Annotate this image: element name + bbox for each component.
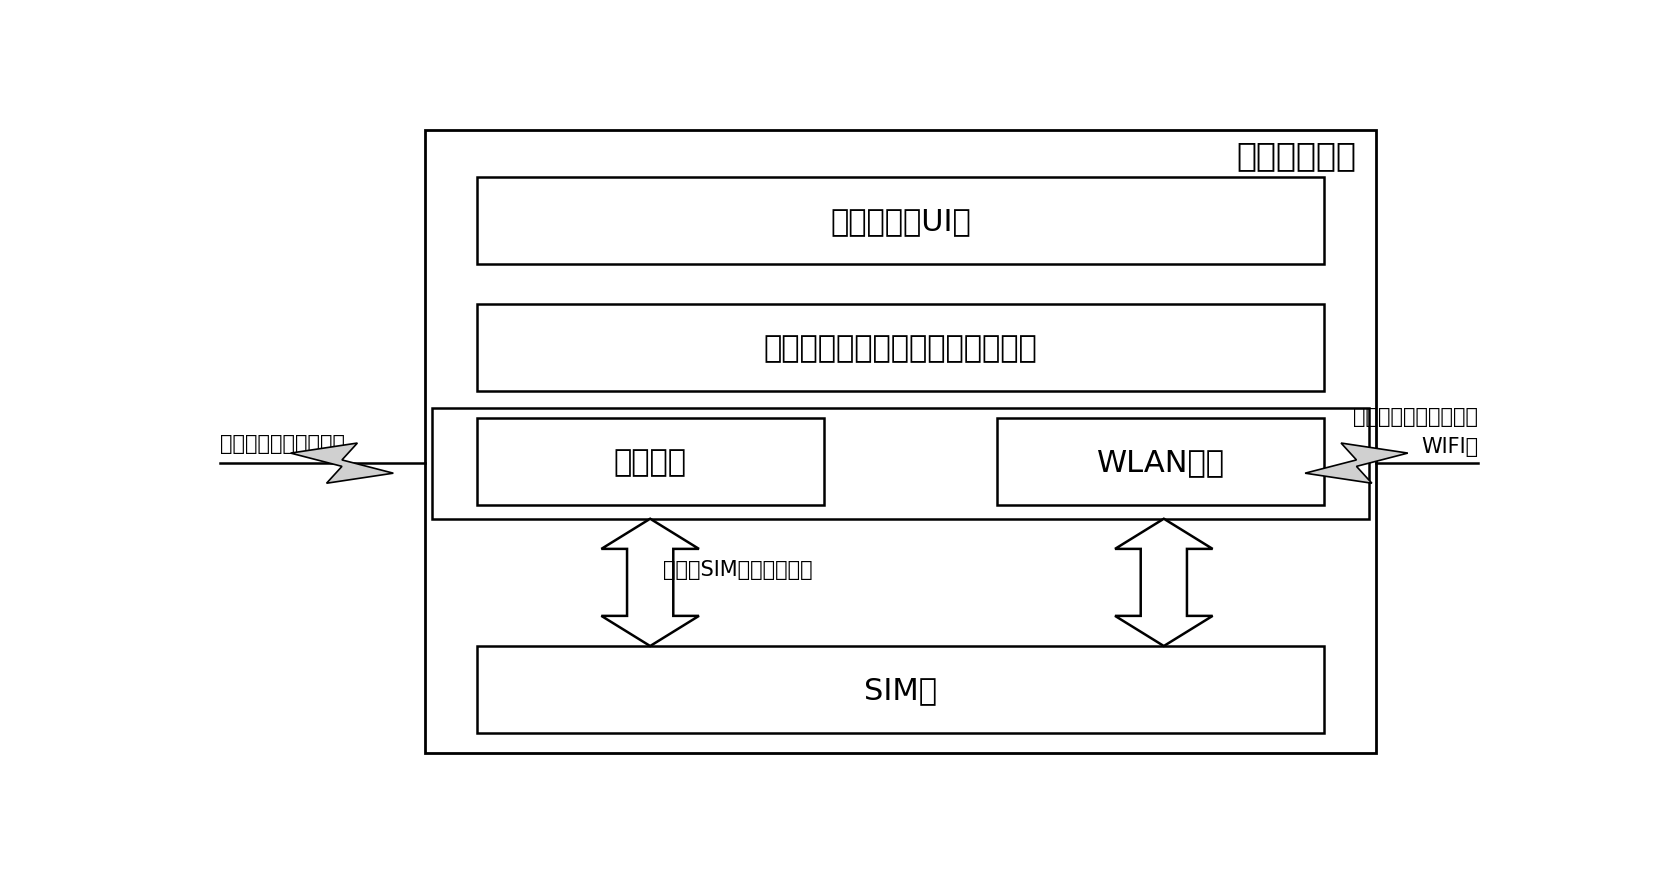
Bar: [477, 178, 1324, 265]
Text: WIFI等: WIFI等: [1422, 437, 1478, 457]
Text: 移动模块: 移动模块: [613, 448, 686, 477]
Text: 移动业务应用、宿带无线业务应用: 移动业务应用、宿带无线业务应用: [764, 334, 1037, 363]
Bar: [477, 419, 824, 506]
Text: SIM卡: SIM卡: [863, 675, 938, 704]
Bar: [432, 408, 1369, 519]
Bar: [426, 131, 1375, 753]
Text: 终端对SIM卡的鉴权接口: 终端对SIM卡的鉴权接口: [663, 560, 812, 580]
Text: 终端逻辑结构: 终端逻辑结构: [1236, 139, 1357, 172]
Text: WLAN模块: WLAN模块: [1097, 448, 1225, 477]
Text: 与移动网络的空中接口: 与移动网络的空中接口: [220, 434, 345, 454]
Text: 宽带无线空中接口，如: 宽带无线空中接口，如: [1354, 407, 1478, 427]
Bar: [477, 305, 1324, 392]
Polygon shape: [601, 519, 699, 647]
Bar: [477, 647, 1324, 733]
Bar: [998, 419, 1324, 506]
Polygon shape: [1306, 443, 1408, 484]
Polygon shape: [290, 443, 393, 484]
Polygon shape: [1115, 519, 1213, 647]
Text: 用户接口（UI）: 用户接口（UI）: [830, 207, 971, 235]
